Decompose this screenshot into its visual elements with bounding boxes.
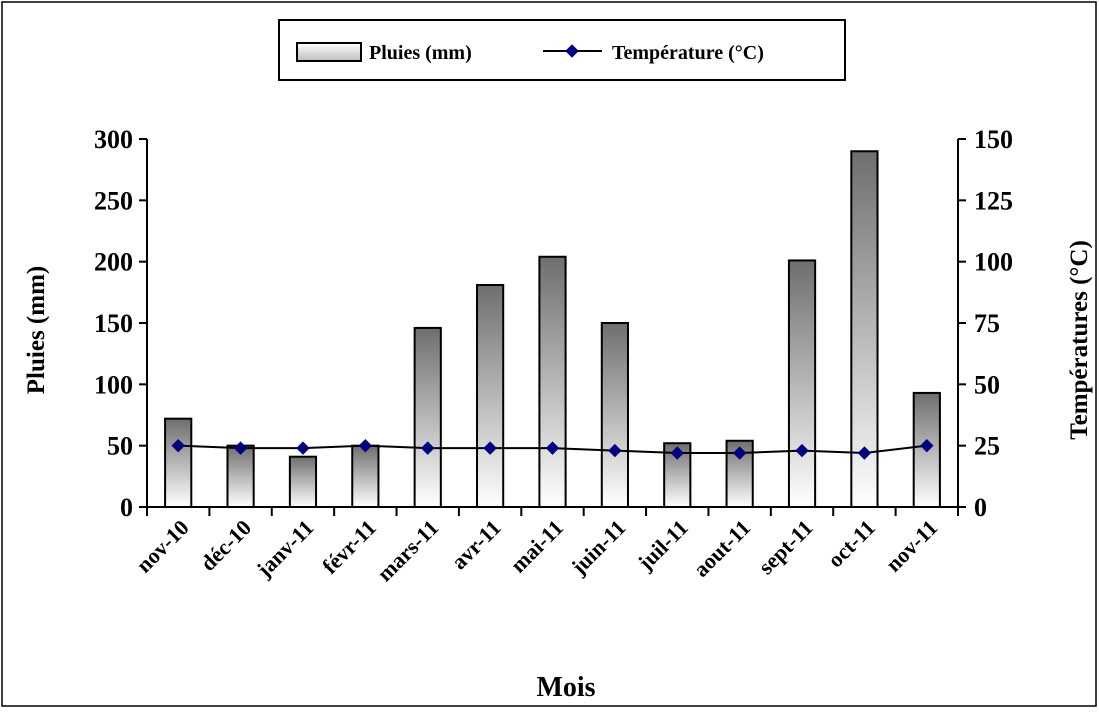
temperature-point-nov-10 (171, 438, 185, 453)
legend-label-temperature: Température (°C) (612, 42, 764, 64)
bar-déc-10 (226, 444, 255, 508)
temperature-point-janv-11 (296, 441, 310, 455)
right-tick-label: 50 (974, 370, 1000, 399)
left-tick-label: 150 (94, 309, 133, 338)
right-tick-label: 25 (974, 432, 1000, 461)
bar-sept-11 (787, 259, 817, 508)
right-tick-label: 125 (974, 186, 1013, 215)
left-tick-label: 100 (94, 370, 133, 399)
temperature-series (171, 438, 934, 460)
temperature-point-nov-11 (920, 438, 934, 453)
x-axis-ticks (146, 507, 959, 516)
temperature-point-déc-10 (233, 441, 248, 455)
bar-mars-11 (413, 326, 442, 509)
right-tick-label: 150 (974, 125, 1013, 154)
temperature-point-juil-11 (670, 446, 684, 460)
legend-label-pluies: Pluies (mm) (369, 42, 472, 64)
bar-nov-10 (164, 417, 193, 508)
temperature-point-févr-11 (358, 438, 373, 453)
temperature-point-avr-11 (483, 441, 497, 455)
bar-janv-11 (288, 455, 318, 508)
temperature-point-aout-11 (732, 446, 747, 460)
left-tick-label: 0 (120, 493, 133, 522)
right-tick-label: 100 (974, 248, 1013, 277)
left-tick-label: 200 (94, 248, 133, 277)
legend-marker-temperature (565, 44, 579, 58)
right-axis-ticks: 0 25 50 75 100 125 150 (958, 125, 1013, 522)
left-tick-label: 50 (107, 432, 133, 461)
y2-axis-label: Températures (°C) (1066, 240, 1093, 440)
x-axis-label: Mois (536, 672, 595, 703)
temperature-point-juin-11 (608, 443, 622, 458)
legend-swatch-pluies (296, 42, 362, 62)
temperature-point-sept-11 (795, 443, 809, 458)
legend: Pluies (mm) Température (°C) (278, 19, 846, 81)
y-axis-label: Pluies (mm) (23, 266, 50, 394)
bar-juin-11 (600, 322, 629, 508)
left-tick-label: 300 (94, 125, 133, 154)
left-tick-label: 250 (94, 186, 133, 215)
left-axis-ticks: 0 50 100 150 200 250 300 (94, 125, 147, 522)
bar-mai-11 (538, 255, 567, 509)
bar-avr-11 (476, 283, 505, 508)
right-tick-label: 75 (974, 309, 1000, 338)
temperature-point-mars-11 (421, 441, 435, 455)
temperature-point-mai-11 (545, 441, 560, 455)
bar-févr-11 (351, 444, 380, 508)
right-tick-label: 0 (974, 493, 987, 522)
temperature-point-oct-11 (857, 446, 872, 460)
